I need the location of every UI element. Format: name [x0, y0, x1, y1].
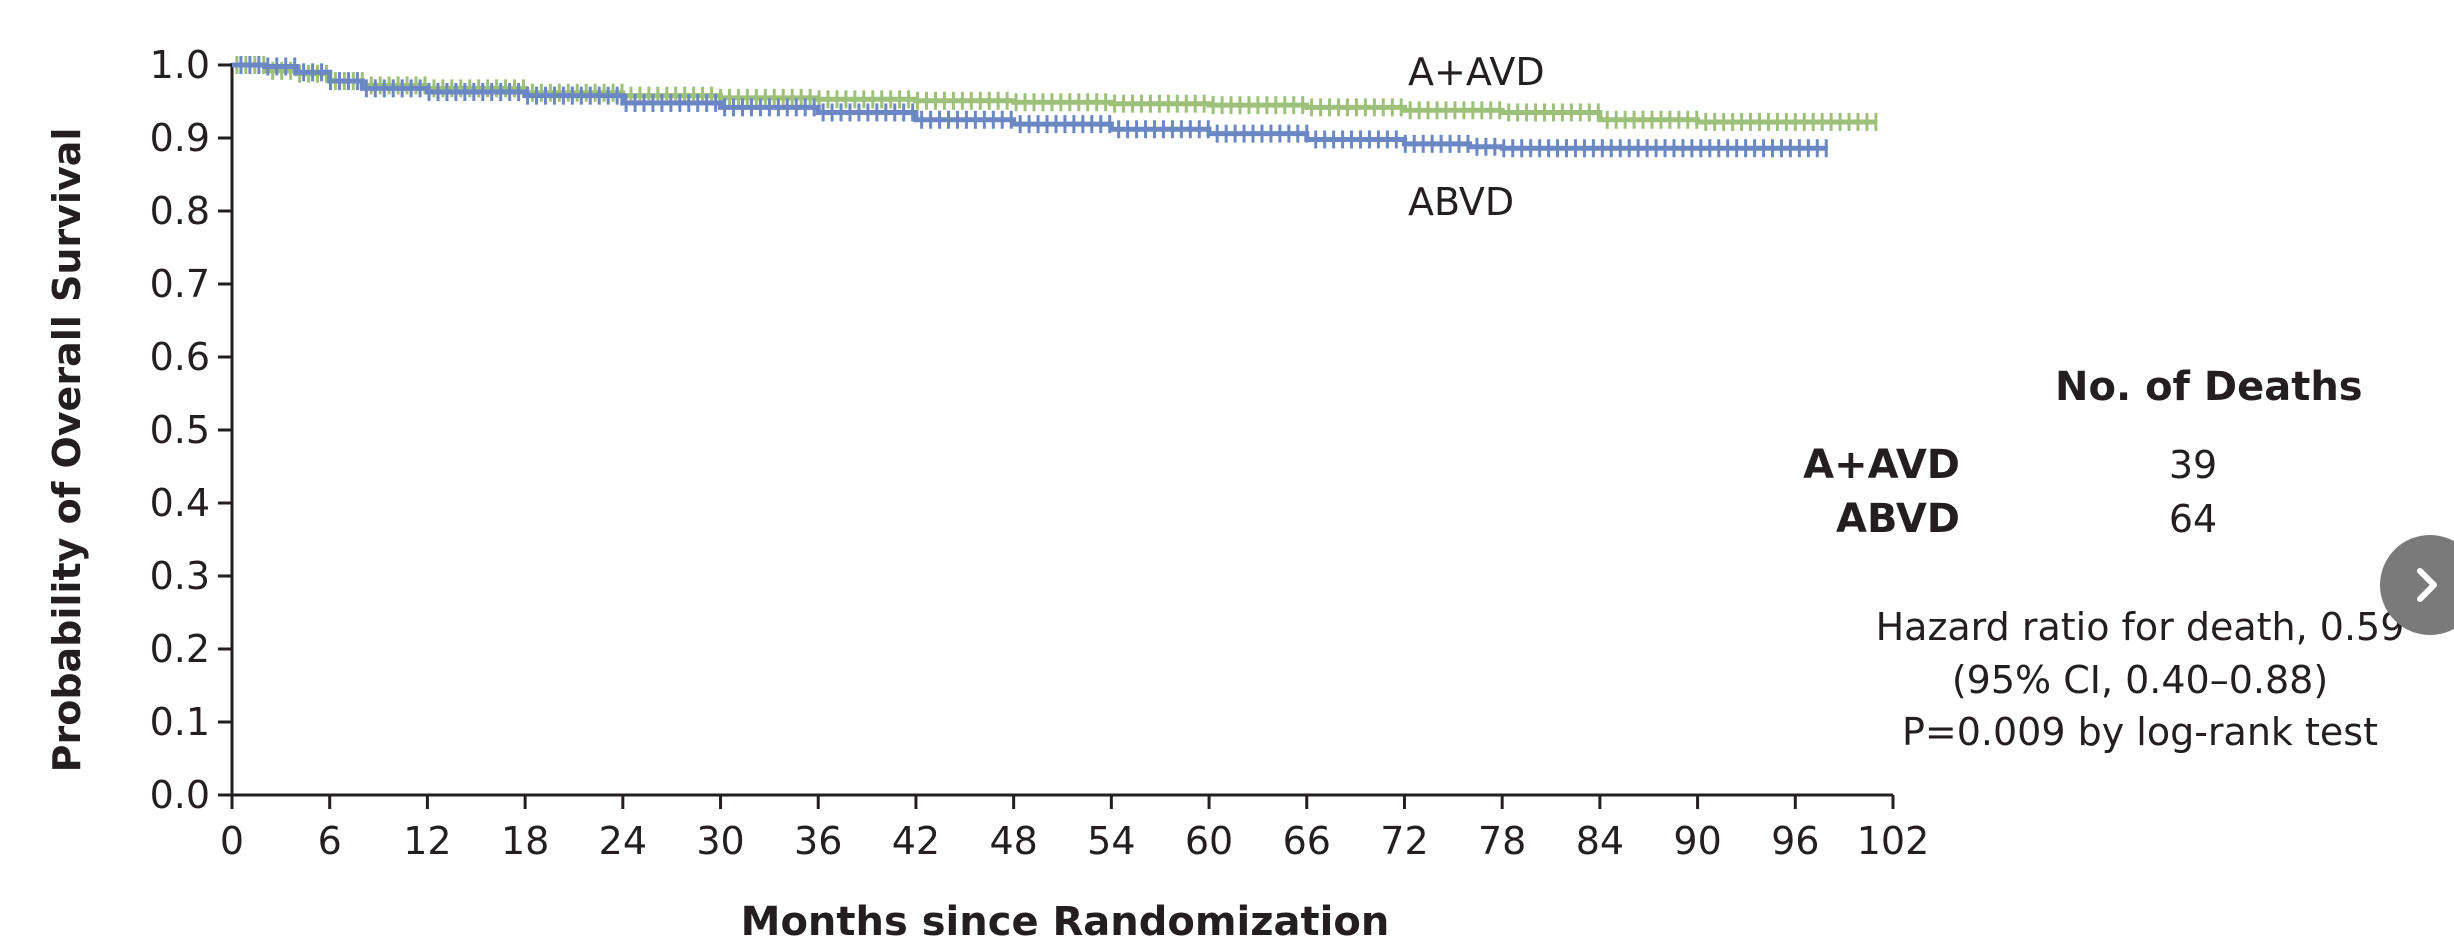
x-tick-label: 0 — [220, 819, 244, 863]
axes — [230, 63, 1893, 797]
series-layer — [232, 56, 1878, 158]
x-tick-label: 66 — [1283, 819, 1331, 863]
x-tick-label: 54 — [1087, 819, 1135, 863]
y-axis-label: Probability of Overall Survival — [45, 128, 89, 773]
x-axis-ticks: 0 6 12 18 24 30 36 42 48 54 60 66 72 78 84 90 96 102 — [220, 795, 1929, 863]
deaths-group-abvd: ABVD — [1836, 496, 1960, 542]
y-tick-label: 0.0 — [150, 773, 210, 817]
y-tick-label: 0.6 — [150, 335, 210, 379]
hazard-ci-line: (95% CI, 0.40–0.88) — [1952, 658, 2328, 702]
x-tick-label: 72 — [1380, 819, 1428, 863]
x-tick-label: 90 — [1673, 819, 1721, 863]
series-label-abvd: ABVD — [1408, 180, 1514, 224]
x-tick-label: 102 — [1857, 819, 1930, 863]
hazard-ratio-line: Hazard ratio for death, 0.59 — [1876, 605, 2405, 649]
y-tick-label: 0.1 — [150, 700, 210, 744]
y-tick-label: 0.3 — [150, 554, 210, 598]
series-label-a-avd: A+AVD — [1408, 50, 1545, 94]
y-tick-label: 0.4 — [150, 481, 210, 525]
series-abvd — [232, 56, 1828, 158]
y-tick-label: 0.9 — [150, 116, 210, 160]
hazard-p-line: P=0.009 by log-rank test — [1902, 710, 2378, 754]
deaths-value-a-avd: 39 — [2169, 443, 2217, 487]
x-tick-label: 6 — [318, 819, 342, 863]
x-tick-label: 96 — [1771, 819, 1819, 863]
y-axis-ticks: 0.0 0.1 0.2 0.3 0.4 0.5 0.6 0.7 0.8 0.9 1.0 — [150, 43, 232, 817]
y-tick-label: 0.8 — [150, 189, 210, 233]
deaths-group-a-avd: A+AVD — [1803, 442, 1960, 488]
y-tick-label: 0.2 — [150, 627, 210, 671]
deaths-header: No. of Deaths — [2055, 364, 2363, 410]
y-tick-label: 0.7 — [150, 262, 210, 306]
y-tick-label: 1.0 — [150, 43, 210, 87]
chevron-right-icon — [2417, 568, 2437, 602]
deaths-value-abvd: 64 — [2169, 497, 2217, 541]
x-tick-label: 30 — [696, 819, 744, 863]
next-slide-button[interactable] — [2380, 535, 2454, 635]
x-axis-label: Months since Randomization — [741, 899, 1390, 945]
x-tick-label: 18 — [501, 819, 549, 863]
x-tick-label: 12 — [403, 819, 451, 863]
x-tick-label: 60 — [1185, 819, 1233, 863]
x-tick-label: 78 — [1478, 819, 1526, 863]
y-tick-label: 0.5 — [150, 408, 210, 452]
x-tick-label: 24 — [599, 819, 647, 863]
x-tick-label: 48 — [989, 819, 1037, 863]
x-tick-label: 84 — [1576, 819, 1624, 863]
x-tick-label: 36 — [794, 819, 842, 863]
x-tick-label: 42 — [892, 819, 940, 863]
